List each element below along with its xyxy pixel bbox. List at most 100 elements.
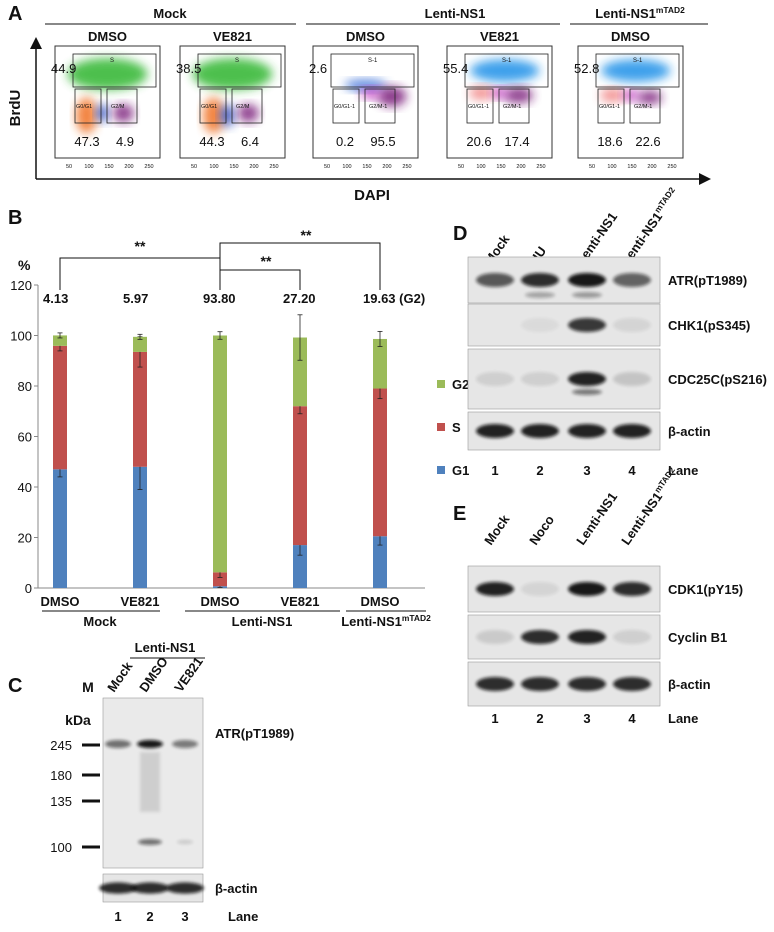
blot-band bbox=[137, 740, 163, 748]
flow-x-tick: 150 bbox=[627, 164, 636, 170]
lane-title: Lane bbox=[668, 711, 698, 726]
gate-label: G2/M-1 bbox=[634, 104, 652, 110]
flow-x-tick: 50 bbox=[324, 164, 330, 170]
cell-population bbox=[622, 89, 639, 101]
blot-label: β-actin bbox=[215, 881, 258, 896]
blot-band bbox=[131, 882, 169, 894]
group-heading: Lenti-NS1mTAD2 bbox=[595, 5, 685, 21]
population-percent: 55.4 bbox=[443, 61, 468, 76]
cell-population bbox=[491, 87, 508, 99]
bar-segment bbox=[53, 345, 67, 470]
marker-size: 245 bbox=[50, 738, 72, 753]
population-percent: 44.9 bbox=[51, 61, 76, 76]
flow-x-tick: 200 bbox=[124, 164, 133, 170]
blot-band bbox=[572, 292, 602, 298]
error-bar bbox=[217, 331, 223, 340]
lane-label: Noco bbox=[526, 512, 557, 547]
flow-x-tick: 50 bbox=[191, 164, 197, 170]
significance-label: ** bbox=[135, 238, 146, 254]
blot-band bbox=[521, 273, 559, 287]
group-label: Mock bbox=[83, 614, 117, 629]
gate-s bbox=[197, 53, 282, 88]
lane-label-main: Lenti-NS1 bbox=[573, 489, 620, 547]
group-heading-sup: mTAD2 bbox=[656, 5, 685, 15]
error-bar bbox=[377, 330, 383, 347]
population-percent: 38.5 bbox=[176, 61, 201, 76]
blot-band bbox=[525, 292, 555, 298]
flow-x-tick: 50 bbox=[66, 164, 72, 170]
population-percent: 4.9 bbox=[116, 134, 134, 149]
blot-label: ATR(pT1989) bbox=[668, 273, 747, 288]
group-label: Lenti-NS1mTAD2 bbox=[341, 613, 431, 629]
flow-x-tick: 100 bbox=[607, 164, 616, 170]
group-heading-main: Mock bbox=[153, 6, 187, 21]
panel-letter: D bbox=[453, 223, 467, 245]
cell-population bbox=[237, 104, 259, 123]
gate-g2 bbox=[364, 88, 396, 124]
lane-number: 2 bbox=[146, 909, 153, 924]
blot-band bbox=[476, 372, 514, 386]
cell-population bbox=[219, 104, 235, 127]
lane-label: Lenti-NS1mTAD2 bbox=[617, 465, 682, 548]
lane-title: Lane bbox=[228, 909, 258, 924]
flow-x-tick: 200 bbox=[516, 164, 525, 170]
y-axis-label: BrdU bbox=[7, 90, 24, 127]
population-percent: 52.8 bbox=[574, 61, 599, 76]
blot-band bbox=[521, 630, 559, 644]
y-tick-label: 80 bbox=[18, 379, 32, 394]
blot-band bbox=[568, 273, 606, 287]
cell-population bbox=[95, 104, 109, 123]
cell-population bbox=[360, 87, 382, 99]
lane-header: Lenti-NS1 bbox=[135, 640, 196, 655]
flow-x-tick: 200 bbox=[382, 164, 391, 170]
cell-population bbox=[76, 97, 97, 134]
marker-lane-label: M bbox=[82, 679, 94, 695]
flow-x-tick: 50 bbox=[458, 164, 464, 170]
lane-number: 1 bbox=[114, 909, 121, 924]
population-percent: 20.6 bbox=[466, 134, 491, 149]
population-percent: 44.3 bbox=[199, 134, 224, 149]
gate-label: S bbox=[235, 58, 239, 64]
lane-label: Mock bbox=[481, 511, 513, 547]
x-tick-label: VE821 bbox=[280, 594, 319, 609]
lane-label: Mock bbox=[104, 658, 136, 694]
lane-label-sup: mTAD2 bbox=[652, 465, 677, 495]
bar-segment bbox=[293, 545, 307, 588]
population-percent: 18.6 bbox=[597, 134, 622, 149]
flow-x-tick: 150 bbox=[496, 164, 505, 170]
gate-g1 bbox=[332, 88, 360, 124]
population-percent: 47.3 bbox=[74, 134, 99, 149]
blot-band bbox=[476, 630, 514, 644]
blot-label: CHK1(pS345) bbox=[668, 318, 750, 333]
gate-g1 bbox=[597, 88, 625, 124]
population-percent: 22.6 bbox=[635, 134, 660, 149]
flow-x-tick: 100 bbox=[476, 164, 485, 170]
y-tick-label: 0 bbox=[25, 581, 32, 596]
treatment-label: DMSO bbox=[88, 29, 127, 44]
gate-s bbox=[464, 53, 549, 88]
marker-size: 180 bbox=[50, 768, 72, 783]
lane-number: 2 bbox=[536, 711, 543, 726]
x-axis-label: DAPI bbox=[354, 187, 390, 204]
significance-bracket bbox=[219, 242, 381, 290]
cell-population bbox=[377, 86, 407, 107]
lane-label-main: Lenti-NS1 bbox=[618, 489, 665, 547]
gate-label: G2/M-1 bbox=[503, 104, 521, 110]
population-percent: 95.5 bbox=[370, 134, 395, 149]
marker-size: 135 bbox=[50, 794, 72, 809]
blot-band bbox=[613, 424, 651, 438]
gate-s bbox=[595, 53, 680, 88]
blot-band bbox=[99, 882, 137, 894]
gate-label: S-1 bbox=[633, 58, 643, 64]
bar-segment bbox=[133, 466, 147, 588]
gate-label: G0/G1 bbox=[76, 104, 92, 110]
group-label-main: Lenti-NS1 bbox=[341, 614, 402, 629]
gate-g2 bbox=[629, 88, 661, 124]
blot-band bbox=[613, 677, 651, 691]
flow-x-tick: 250 bbox=[144, 164, 153, 170]
blot-label: ATR(pT1989) bbox=[215, 726, 294, 741]
blot-band bbox=[138, 839, 162, 845]
flow-x-tick: 250 bbox=[269, 164, 278, 170]
legend-label: S bbox=[452, 420, 461, 435]
significance-label: ** bbox=[261, 253, 272, 269]
